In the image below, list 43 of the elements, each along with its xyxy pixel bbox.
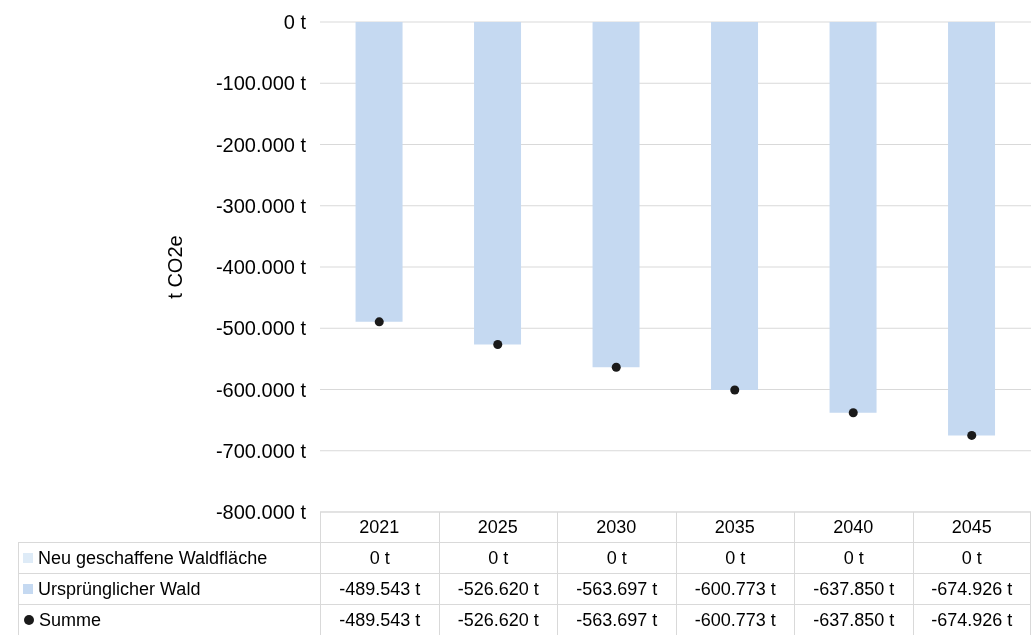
point — [611, 362, 621, 372]
y-tick-label: -200.000 t — [215, 133, 307, 156]
x-tick-label: 2025 — [477, 516, 518, 537]
x-tick-label: 2045 — [951, 516, 992, 537]
data-label: 0 t — [675, 542, 794, 573]
data-label: -637.850 t — [794, 573, 913, 604]
data-label: 0 t — [438, 542, 557, 573]
y-tick-label: -100.000 t — [215, 72, 307, 95]
y-tick-label: -600.000 t — [215, 378, 307, 401]
y-tick-label: -500.000 t — [215, 317, 307, 340]
legend-label: Summe — [39, 608, 102, 632]
data-label: 0 t — [912, 542, 1031, 573]
data-label: -489.543 t — [320, 604, 439, 635]
legend-label: Neu geschaffene Waldfläche — [38, 546, 268, 570]
legend-label: Ursprünglicher Wald — [38, 577, 201, 601]
data-label: -563.697 t — [557, 573, 676, 604]
x-tick-label: 2030 — [596, 516, 637, 537]
x-tick-label: 2035 — [714, 516, 755, 537]
data-label: -637.850 t — [794, 604, 913, 635]
data-label: -526.620 t — [438, 604, 557, 635]
data-label: -526.620 t — [438, 573, 557, 604]
data-label: 0 t — [794, 542, 913, 573]
y-tick-label: -700.000 t — [215, 439, 307, 462]
point — [493, 340, 503, 350]
point — [374, 317, 384, 327]
point — [967, 430, 977, 440]
y-tick-label: -800.000 t — [215, 501, 307, 524]
data-label: -600.773 t — [675, 573, 794, 604]
data-label: 0 t — [320, 542, 439, 573]
y-tick-label: -300.000 t — [215, 194, 307, 217]
y-axis-title: t CO2e — [164, 235, 187, 299]
data-label: -563.697 t — [557, 604, 676, 635]
x-tick-label: 2040 — [833, 516, 874, 537]
data-label: -600.773 t — [675, 604, 794, 635]
point — [848, 408, 858, 418]
y-tick-label: 0 t — [283, 11, 307, 34]
y-tick-label: -400.000 t — [215, 256, 307, 279]
data-label: -674.926 t — [912, 604, 1031, 635]
data-label: 0 t — [557, 542, 676, 573]
data-label: -674.926 t — [912, 573, 1031, 604]
x-tick-label: 2021 — [359, 516, 400, 537]
data-label: -489.543 t — [320, 573, 439, 604]
point — [730, 385, 740, 395]
